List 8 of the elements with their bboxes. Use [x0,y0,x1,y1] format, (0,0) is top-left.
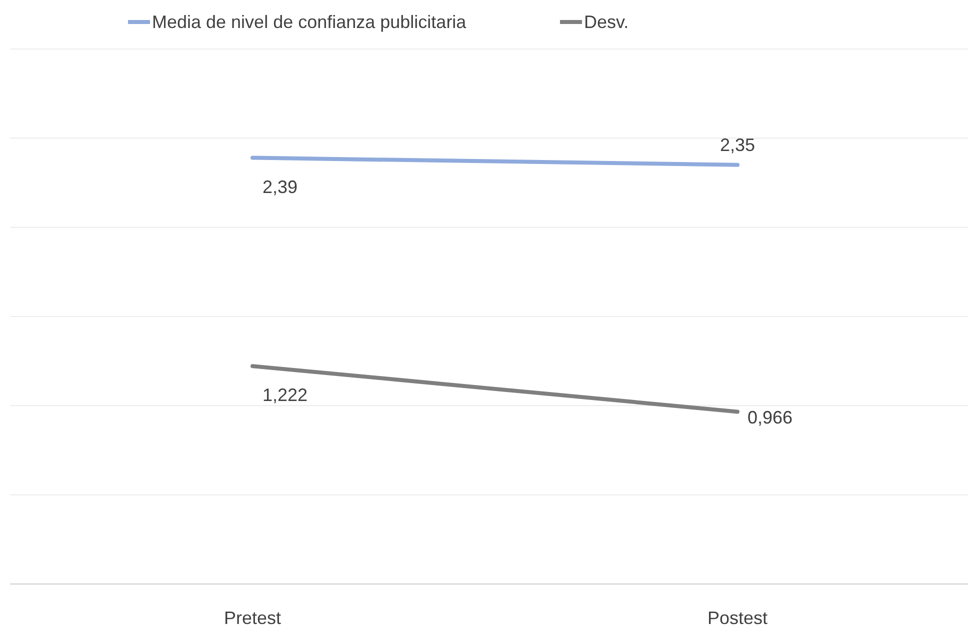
data-label: 1,222 [262,385,308,406]
x-tick-label: Pretest [224,608,282,628]
data-label: 0,966 [748,408,793,428]
legend-label: Desv. [584,12,629,32]
data-label: 2,35 [720,134,756,155]
legend-label: Media de nivel de confianza publicitaria [152,12,468,32]
x-tick-label: Postest [707,608,768,628]
data-label: 2,39 [262,176,298,197]
